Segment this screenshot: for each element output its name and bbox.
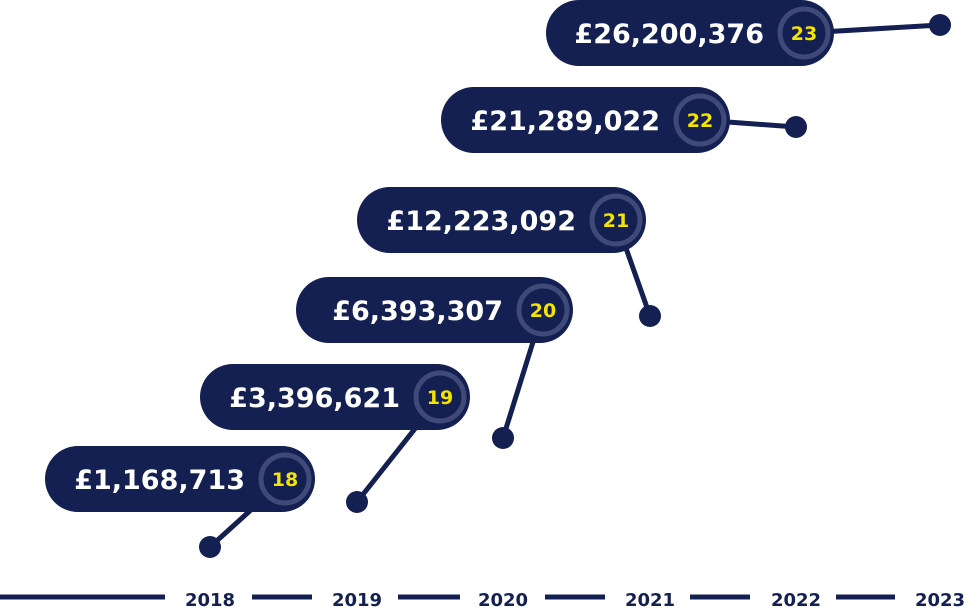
year-badge-ring	[413, 370, 467, 424]
data-point-2022: £21,289,022 22	[441, 87, 807, 153]
value-label: £26,200,376	[574, 19, 764, 50]
data-point-2019: £3,396,621 19	[200, 364, 470, 513]
data-point-dot	[199, 536, 221, 558]
year-badge-label: 21	[603, 210, 629, 232]
year-badge-ring	[777, 6, 831, 60]
value-label: £12,223,092	[386, 206, 576, 237]
data-point-2023: £26,200,376 23	[546, 0, 951, 66]
connector-line	[622, 243, 653, 317]
data-point-dot	[929, 14, 951, 36]
value-pill	[546, 0, 834, 66]
data-point-2021: £12,223,092 21	[357, 187, 661, 327]
year-badge-ring	[516, 283, 570, 337]
year-tick-label: 2020	[478, 590, 528, 611]
data-point-dot	[785, 116, 807, 138]
year-badge-label: 19	[427, 387, 453, 409]
value-label: £1,168,713	[74, 465, 245, 496]
year-badge-ring	[258, 452, 312, 506]
year-badge-ring	[673, 93, 727, 147]
year-tick-label: 2023	[915, 590, 965, 611]
value-label: £6,393,307	[332, 296, 503, 327]
year-tick-label: 2022	[771, 590, 821, 611]
connector-line	[500, 334, 538, 439]
value-pill	[45, 446, 315, 512]
connector-line	[355, 415, 426, 504]
value-pill	[296, 277, 573, 343]
year-tick-label: 2021	[625, 590, 675, 611]
data-point-2020: £6,393,307 20	[296, 277, 573, 449]
value-label: £3,396,621	[229, 383, 400, 414]
data-point-2018: £1,168,713 18	[45, 446, 315, 558]
data-point-dot	[346, 491, 368, 513]
data-point-dot	[639, 305, 661, 327]
connector-line	[725, 119, 797, 130]
year-badge-ring	[589, 193, 643, 247]
year-badge-label: 18	[272, 469, 298, 491]
year-tick-label: 2019	[332, 590, 382, 611]
data-point-dot	[492, 427, 514, 449]
value-pill	[200, 364, 470, 430]
year-badge-label: 20	[530, 300, 556, 322]
value-label: £21,289,022	[470, 106, 660, 137]
value-pill	[441, 87, 730, 153]
year-badge-label: 22	[687, 110, 713, 132]
year-badge-label: 23	[791, 23, 817, 45]
year-tick-label: 2018	[185, 590, 235, 611]
connector-line	[829, 22, 941, 34]
value-pill	[357, 187, 646, 253]
